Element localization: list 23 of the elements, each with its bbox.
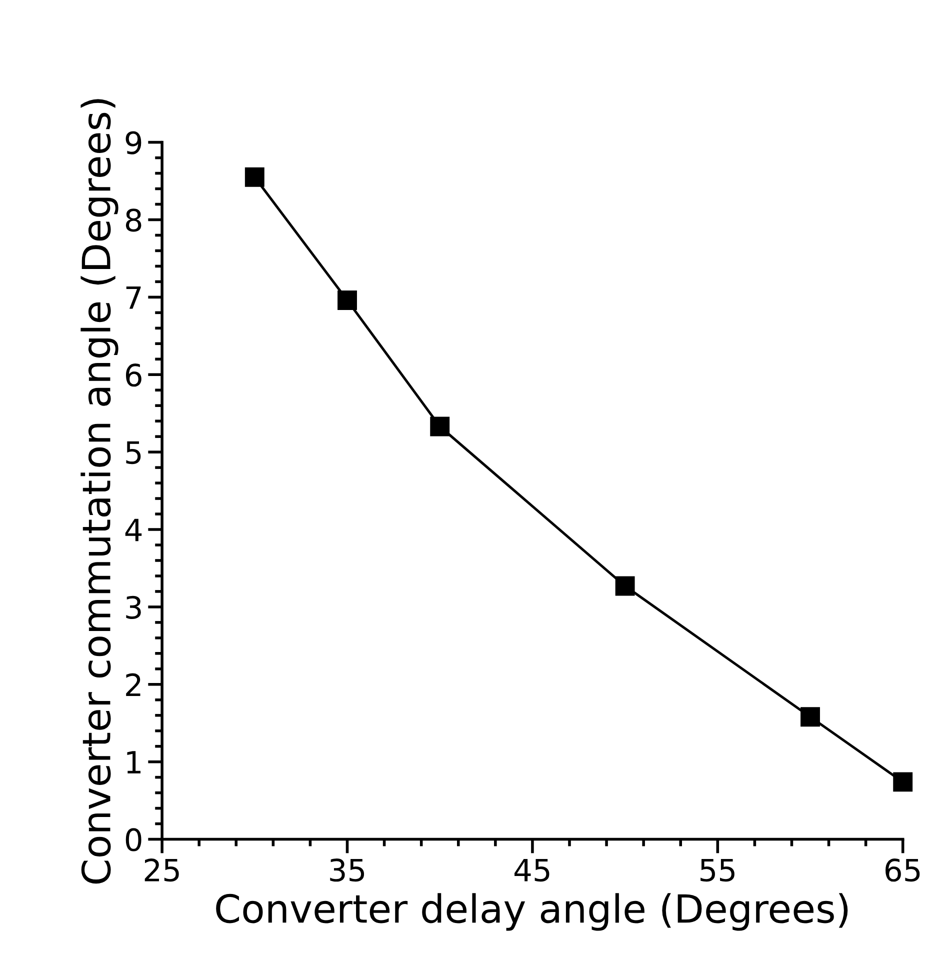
y-tick-label: 6 [126, 364, 142, 387]
y-tick-label: 1 [127, 751, 140, 774]
x-tick-label: 25 [144, 858, 179, 882]
point [338, 290, 357, 310]
y-tick-label: 0 [126, 828, 142, 852]
point [244, 167, 264, 187]
point [430, 416, 450, 436]
y-tick-label: 3 [126, 596, 141, 619]
y-tick-label: 7 [126, 286, 141, 309]
y-axis-title: Converter commutation angle (Degrees) [80, 99, 118, 884]
point [615, 576, 635, 596]
x-tick-label: 65 [886, 858, 920, 882]
point [800, 707, 820, 727]
y-tick-label: 5 [126, 441, 141, 464]
y-tick-label: 2 [126, 673, 140, 696]
x-tick-label: 55 [700, 858, 734, 882]
x-tick-label: 45 [514, 858, 550, 882]
x-axis-title: Converter delay angle (Degrees) [216, 893, 848, 931]
point [893, 772, 913, 792]
y-tick-label: 8 [126, 208, 142, 232]
x-tick-label: 35 [330, 858, 364, 882]
y-tick-label: 9 [126, 131, 142, 154]
y-tick-label: 4 [125, 518, 142, 542]
